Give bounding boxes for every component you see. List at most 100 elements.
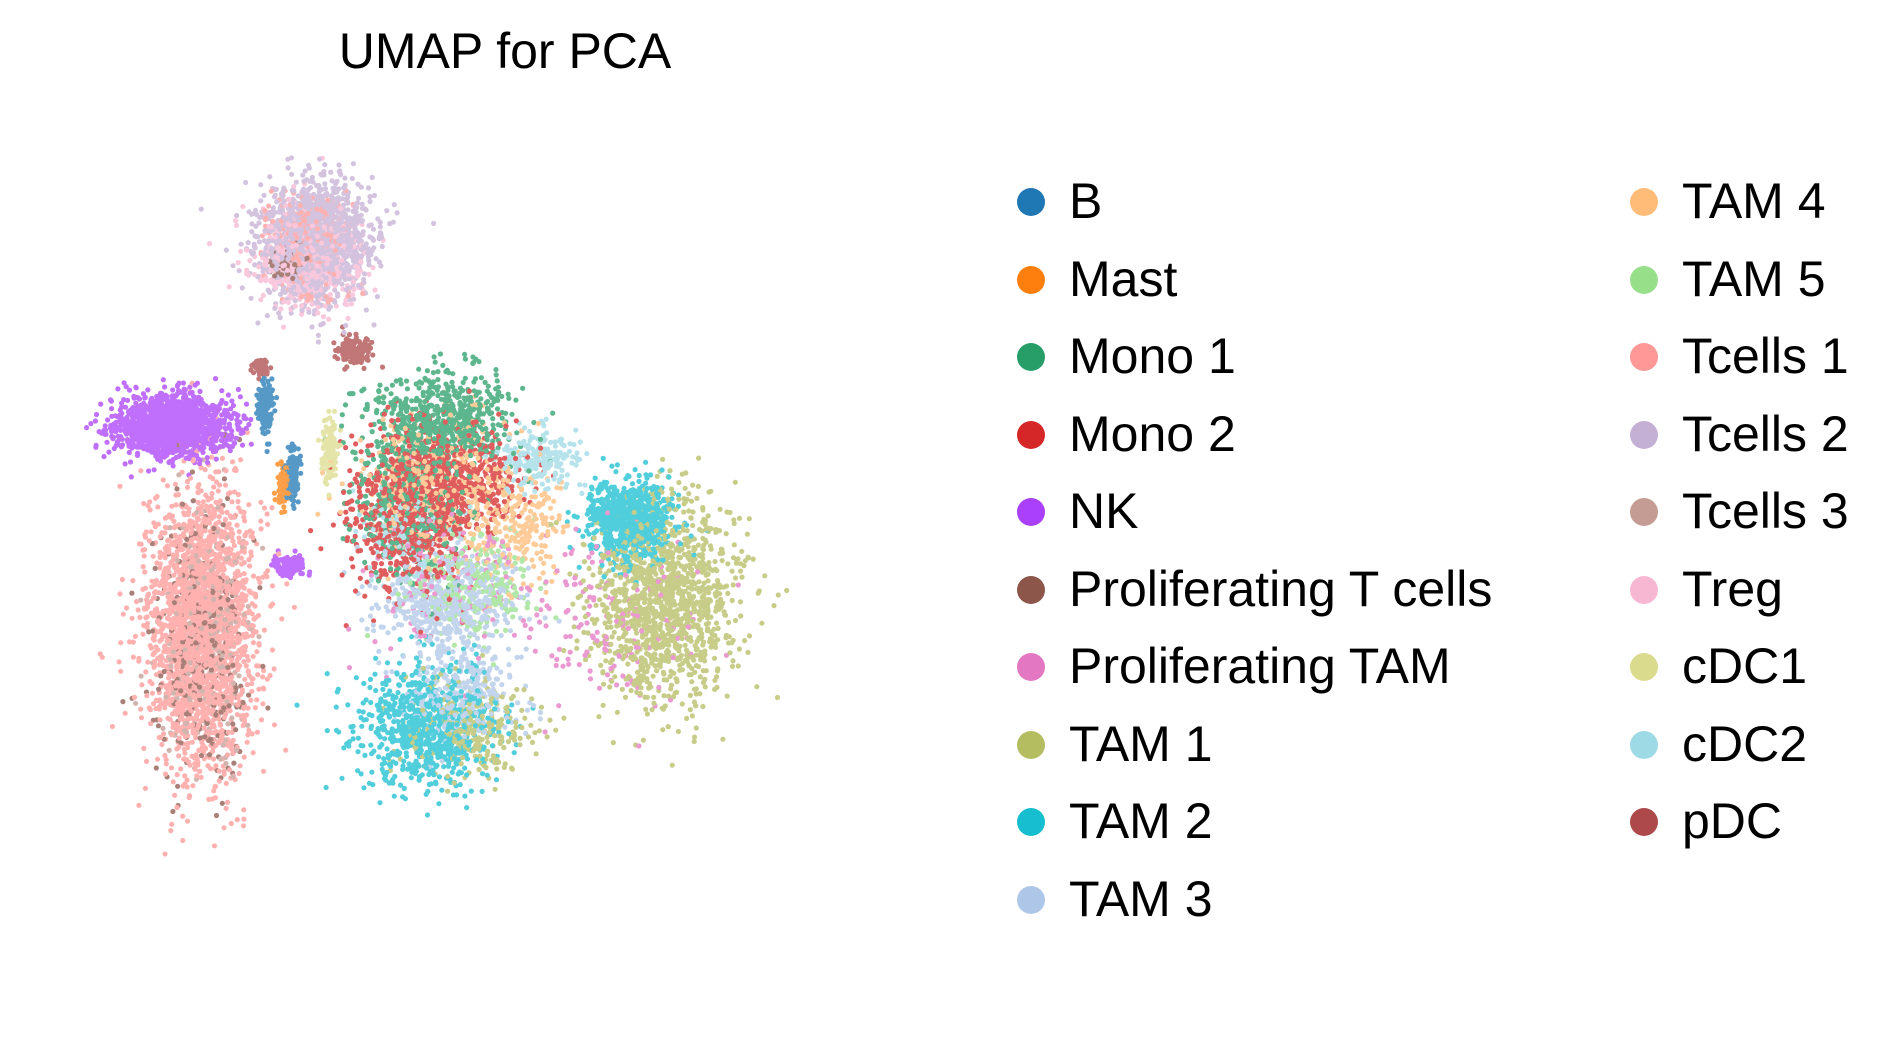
- point-tam-1: [676, 479, 682, 486]
- point-tcells-1: [216, 514, 222, 520]
- point-tam-1: [654, 668, 660, 674]
- point-tam-4: [516, 523, 522, 529]
- point-tam-2: [360, 709, 366, 715]
- point-mono-1: [352, 450, 358, 456]
- point-tam-1: [667, 673, 673, 679]
- point-proliferating-t-cells: [170, 808, 176, 815]
- point-tam-2: [368, 742, 374, 748]
- point-tam-3: [505, 646, 511, 652]
- point-tam-2: [409, 634, 415, 640]
- point-tam-1: [725, 561, 731, 567]
- point-tam-1: [730, 582, 736, 588]
- point-tam-1: [619, 686, 625, 692]
- point-tam-1: [528, 722, 534, 728]
- point-tam-1: [675, 728, 682, 735]
- point-tcells-1: [178, 766, 184, 772]
- point-proliferating-tam: [368, 572, 375, 578]
- point-tam-2: [369, 723, 375, 729]
- point-tcells-3: [229, 715, 235, 721]
- point-tam-4: [560, 529, 566, 535]
- point-nk: [115, 386, 121, 392]
- point-tcells-3: [245, 603, 251, 610]
- point-tcells-1: [163, 757, 169, 763]
- point-tam-1: [727, 509, 733, 516]
- point-treg: [345, 315, 351, 321]
- point-tam-1: [754, 684, 760, 690]
- point-tam-4: [360, 466, 367, 472]
- point-tam-2: [457, 782, 463, 788]
- point-tam-1: [737, 599, 744, 605]
- point-mono-1: [430, 379, 437, 385]
- point-proliferating-tam: [539, 597, 545, 603]
- point-proliferating-t-cells: [213, 812, 220, 819]
- point-tam-1: [597, 569, 603, 576]
- point-tam-4: [479, 522, 485, 529]
- point-tam-2: [356, 708, 362, 714]
- point-tcells-1: [250, 653, 256, 660]
- point-tam-2: [366, 712, 372, 718]
- point-tam-2: [384, 660, 391, 666]
- point-mono-1: [342, 402, 349, 408]
- point-tam-2: [669, 514, 675, 520]
- point-nk: [204, 459, 211, 466]
- point-tcells-2: [288, 310, 294, 316]
- point-tcells-2: [265, 287, 271, 293]
- point-tam-2: [373, 687, 379, 694]
- point-tcells-1: [230, 459, 236, 465]
- point-tcells-1: [250, 640, 256, 646]
- point-mono-1: [373, 569, 379, 576]
- point-proliferating-tam: [560, 663, 566, 669]
- point-mono-2: [436, 543, 442, 549]
- point-tam-1: [521, 687, 527, 693]
- point-treg: [320, 314, 327, 320]
- point-tam-3: [507, 628, 514, 634]
- point-tcells-2: [315, 339, 321, 345]
- point-tam-3: [502, 724, 508, 730]
- point-tcells-1: [180, 813, 186, 819]
- point-tam-1: [736, 515, 743, 521]
- point-tam-1: [597, 597, 603, 603]
- point-proliferating-tam: [526, 634, 533, 641]
- point-tcells-1: [138, 706, 144, 712]
- point-cdc2: [552, 443, 559, 449]
- point-tam-1: [519, 707, 525, 714]
- point-tam-1: [509, 766, 515, 772]
- point-tcells-1: [200, 499, 206, 505]
- point-tam-1: [686, 491, 692, 497]
- point-tcells-1: [231, 489, 238, 495]
- point-mono-1: [431, 354, 437, 360]
- point-tam-3: [524, 707, 531, 713]
- point-tcells-2: [264, 313, 270, 319]
- point-tcells-2: [249, 229, 255, 235]
- point-mono-2: [349, 433, 355, 439]
- point-tcells-1: [223, 468, 229, 474]
- point-tam-1: [720, 736, 726, 742]
- point-proliferating-tam: [518, 586, 524, 592]
- point-mono-1: [389, 382, 395, 388]
- point-tcells-2: [309, 324, 315, 330]
- point-tcells-3: [133, 700, 139, 706]
- point-tam-4: [543, 553, 549, 559]
- point-nk: [219, 388, 225, 394]
- point-tcells-1: [224, 799, 231, 806]
- point-tcells-3: [236, 673, 242, 679]
- point-tam-2: [401, 785, 407, 792]
- point-mono-1: [509, 411, 515, 417]
- point-tam-2: [600, 455, 606, 461]
- point-tcells-3: [166, 747, 172, 754]
- point-tcells-1: [241, 816, 247, 822]
- point-tcells-2: [276, 310, 282, 316]
- point-mono-1: [369, 429, 375, 435]
- point-tcells-1: [130, 578, 136, 584]
- point-mono-1: [388, 391, 394, 397]
- point-tcells-1: [229, 499, 235, 505]
- point-mono-1: [403, 378, 410, 384]
- point-tam-1: [581, 559, 588, 565]
- point-tam-2: [441, 764, 447, 770]
- point-tcells-1: [249, 681, 255, 687]
- point-nk: [212, 376, 219, 382]
- point-tcells-2: [394, 210, 400, 216]
- point-tam-1: [544, 734, 550, 740]
- point-tcells-2: [306, 162, 312, 168]
- point-mono-1: [424, 368, 430, 374]
